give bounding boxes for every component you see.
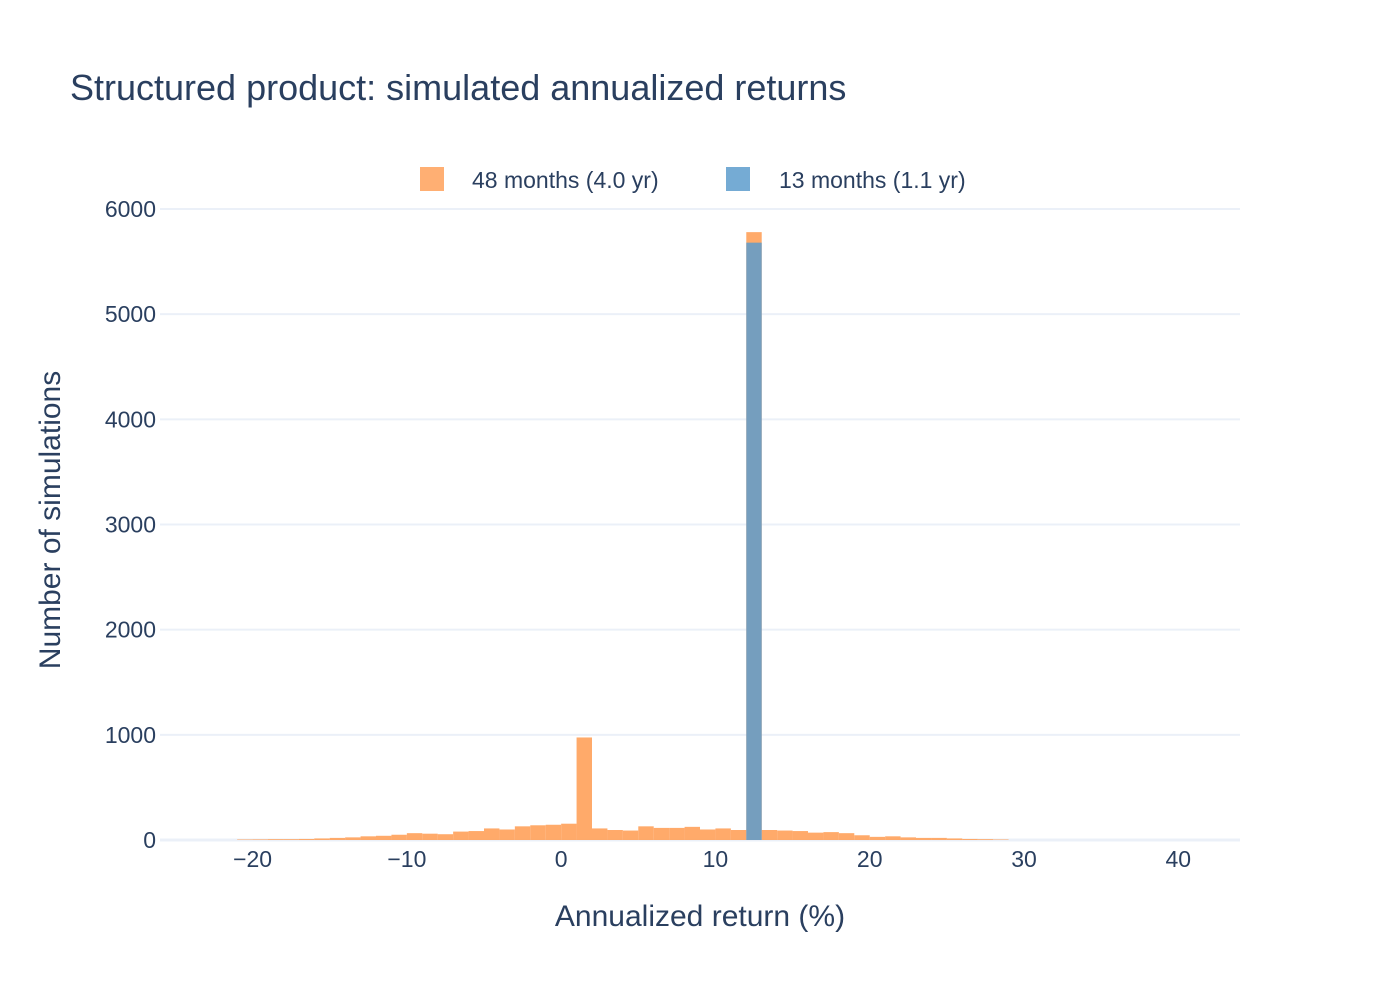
bar-series0-bin--5 [484,828,500,840]
bar-series0-bin--8 [437,834,454,840]
legend: 48 months (4.0 yr) 13 months (1.1 yr) [420,167,966,193]
bar-series0-bin-9 [700,829,716,840]
x-tick-label: 0 [555,846,568,872]
bar-series0-bin-19 [854,835,870,840]
bar-series0-bin-23 [916,837,932,840]
bar-series0-bin--21 [237,839,253,840]
bar-series1-bin-12 [746,242,762,841]
bar-series0-bin-3 [607,830,623,840]
bar-series0-bin--7 [453,831,469,840]
bar-series0-bin--16 [314,838,330,840]
bar-series0-bin-1 [576,737,592,840]
plot-bars [237,232,1009,841]
y-gridlines [160,208,1240,842]
chart-title: Structured product: simulated annualized… [70,67,846,108]
x-tick-label: −10 [387,846,426,872]
y-tick-label: 5000 [105,301,156,327]
x-tick-label: −20 [233,846,272,872]
y-axis-ticks: 0 1000 2000 3000 4000 5000 6000 [105,196,156,853]
bar-series0-bin-22 [900,837,916,840]
bar-series0-bin-5 [638,826,654,840]
x-tick-label: 10 [703,846,729,872]
bar-series0-bin--10 [406,833,423,840]
bar-series0-bin--15 [329,837,346,840]
y-tick-label: 1000 [105,722,156,748]
legend-label-48-months: 48 months (4.0 yr) [472,167,659,193]
bar-series0-bin--17 [298,838,315,840]
y-tick-label: 0 [143,827,156,853]
x-tick-label: 40 [1165,846,1191,872]
bar-series0-bin--9 [422,833,438,840]
bar-series0-bin-17 [823,832,839,840]
bar-series0-bin--19 [268,839,284,840]
bar-series0-bin-8 [684,826,700,840]
bar-series0-bin--4 [499,829,515,840]
bar-series0-bin--11 [391,834,407,840]
bar-series0-bin-28 [993,839,1009,840]
x-axis-ticks: −20 −10 0 10 20 30 40 [233,846,1191,872]
bar-series0-bin-27 [977,839,994,840]
y-axis-title: Number of simulations [34,371,67,669]
bar-series0-bin--12 [376,835,392,840]
bar-series0-bin-20 [869,836,886,840]
bar-series0-bin--2 [530,825,546,840]
bar-series0-bin-15 [792,831,808,840]
bar-series0-bin--3 [514,826,531,840]
bar-series0-bin-25 [946,838,963,840]
bar-series0-bin-0 [561,823,577,840]
bar-series0-bin-18 [838,833,855,840]
bar-series0-bin--6 [468,831,484,840]
x-tick-label: 20 [857,846,883,872]
y-tick-label: 2000 [105,617,156,643]
bar-series0-bin--18 [283,839,299,840]
bar-series0-bin--13 [360,836,376,840]
bar-series0-bin-2 [592,828,608,840]
x-axis-title: Annualized return (%) [555,900,845,933]
y-tick-label: 4000 [105,406,156,432]
legend-swatch-13-months [726,167,750,191]
y-tick-label: 6000 [105,196,156,222]
bar-series0-bin-4 [622,830,639,840]
bar-series0-bin--20 [252,839,268,840]
legend-label-13-months: 13 months (1.1 yr) [779,167,966,193]
bar-series0-bin-21 [885,836,901,840]
bar-series0-bin-10 [715,828,731,840]
bar-series0-bin--1 [545,824,562,840]
bar-series0-bin--14 [345,837,361,840]
bar-series0-bin-16 [808,832,824,840]
y-tick-label: 3000 [105,512,156,538]
bar-series0-bin-7 [669,827,685,840]
bar-series0-bin-24 [931,837,947,840]
bar-series0-bin-13 [761,830,778,840]
bar-series0-bin-11 [730,830,747,840]
x-tick-label: 30 [1011,846,1037,872]
bar-series0-bin-14 [777,830,793,840]
bar-series0-bin-26 [962,838,978,840]
legend-swatch-48-months [420,167,444,191]
bar-series0-bin-6 [653,827,670,840]
